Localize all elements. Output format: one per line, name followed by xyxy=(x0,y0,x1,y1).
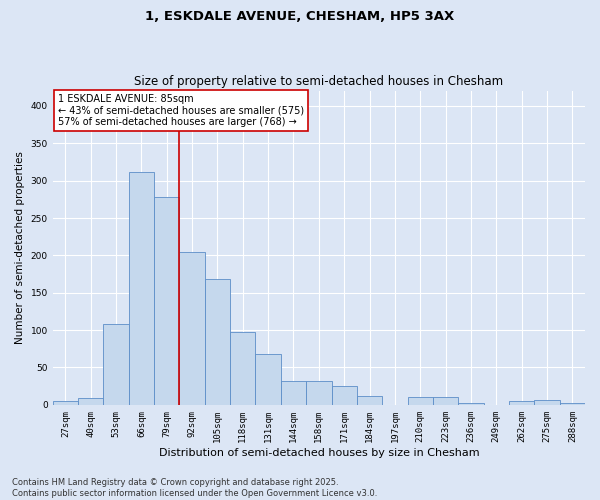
Bar xyxy=(357,396,382,405)
Bar xyxy=(332,386,357,405)
Y-axis label: Number of semi-detached properties: Number of semi-detached properties xyxy=(15,152,25,344)
Bar xyxy=(179,252,205,405)
Bar xyxy=(129,172,154,405)
Bar xyxy=(407,398,433,405)
Title: Size of property relative to semi-detached houses in Chesham: Size of property relative to semi-detach… xyxy=(134,76,503,88)
Bar xyxy=(53,401,78,405)
Bar xyxy=(535,400,560,405)
Bar xyxy=(433,398,458,405)
Bar xyxy=(205,280,230,405)
Bar xyxy=(458,402,484,405)
X-axis label: Distribution of semi-detached houses by size in Chesham: Distribution of semi-detached houses by … xyxy=(158,448,479,458)
Bar xyxy=(560,404,585,405)
Bar xyxy=(230,332,256,405)
Bar xyxy=(78,398,103,405)
Text: 1, ESKDALE AVENUE, CHESHAM, HP5 3AX: 1, ESKDALE AVENUE, CHESHAM, HP5 3AX xyxy=(145,10,455,23)
Bar xyxy=(256,354,281,405)
Bar xyxy=(103,324,129,405)
Text: 1 ESKDALE AVENUE: 85sqm
← 43% of semi-detached houses are smaller (575)
57% of s: 1 ESKDALE AVENUE: 85sqm ← 43% of semi-de… xyxy=(58,94,304,128)
Bar xyxy=(154,197,179,405)
Bar xyxy=(509,401,535,405)
Bar xyxy=(281,381,306,405)
Bar xyxy=(306,381,332,405)
Text: Contains HM Land Registry data © Crown copyright and database right 2025.
Contai: Contains HM Land Registry data © Crown c… xyxy=(12,478,377,498)
